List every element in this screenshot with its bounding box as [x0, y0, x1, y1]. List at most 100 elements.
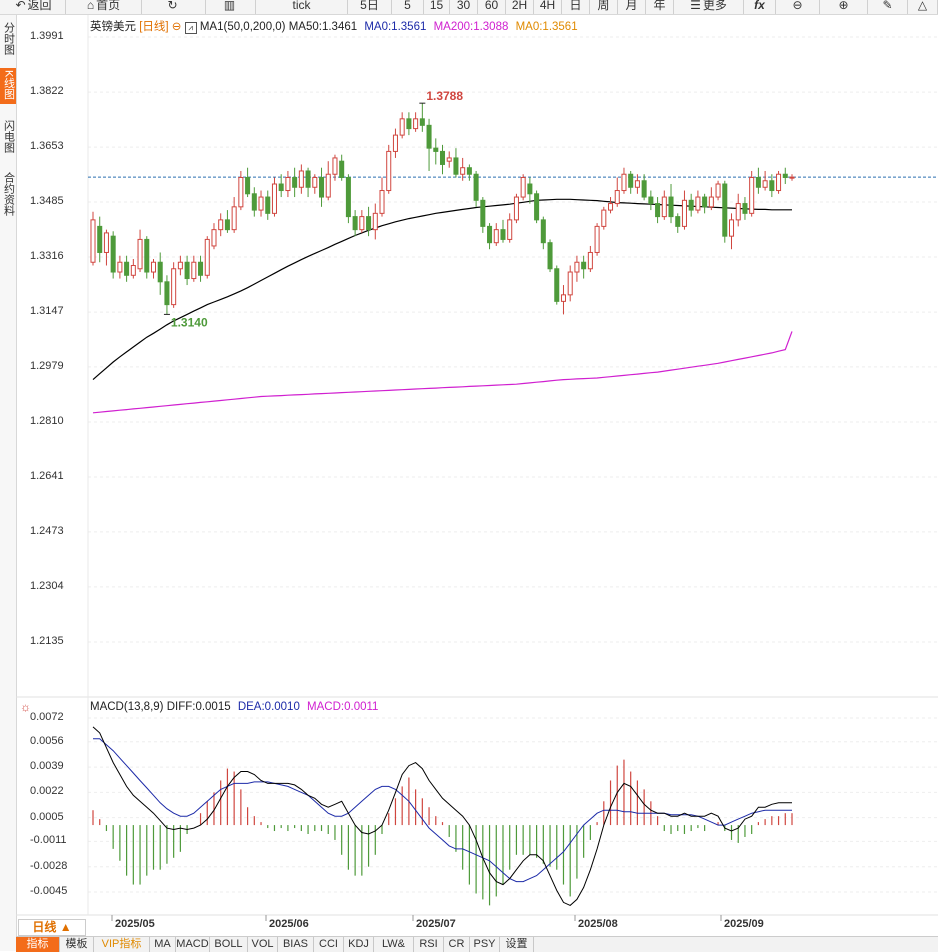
draw-button[interactable]: ✎ — [868, 0, 908, 14]
indicator-tab[interactable]: VIP指标 — [94, 937, 150, 952]
period-tick[interactable]: tick — [256, 0, 348, 14]
indicator-icon[interactable]: ⩘ — [184, 22, 197, 34]
indicator-tab[interactable]: 指标 — [16, 937, 60, 952]
candle-body — [245, 176, 251, 195]
high-label: 1.3788 — [426, 89, 463, 103]
candle — [245, 167, 251, 198]
candle-body — [493, 229, 499, 244]
period-year[interactable]: 年 — [646, 0, 674, 14]
candle — [507, 213, 513, 243]
settings-icon[interactable]: ⊖ — [171, 21, 182, 33]
period-day[interactable]: 日 — [562, 0, 590, 14]
candle-body — [285, 176, 291, 192]
more-button[interactable]: ☰ 更多 — [674, 0, 744, 14]
formula-button[interactable]: fx — [744, 0, 776, 14]
candle — [473, 170, 479, 207]
candle-body — [319, 176, 325, 198]
candle — [278, 174, 284, 198]
candle — [150, 258, 157, 279]
candle — [218, 213, 224, 237]
refresh-button[interactable]: ↻ — [142, 0, 206, 14]
indicator-tab[interactable]: PSY — [470, 937, 500, 952]
candle — [271, 177, 277, 217]
period-2h[interactable]: 2H — [506, 0, 534, 14]
candle — [560, 285, 566, 315]
pencil-icon: ✎ — [882, 0, 893, 12]
indicator-tab[interactable]: BOLL — [210, 937, 248, 952]
sun-settings-icon[interactable]: ☼ — [20, 700, 31, 714]
indicator-tab[interactable]: LW& — [374, 937, 414, 952]
indicator-tab[interactable]: MA — [150, 937, 176, 952]
candle-body — [634, 180, 640, 188]
candle — [540, 216, 546, 250]
candle-body — [413, 118, 419, 130]
candle — [137, 229, 143, 273]
back-button[interactable]: ↶ 返回 — [2, 0, 66, 14]
x-tick-label: 2025/09 — [724, 918, 764, 930]
candle — [144, 236, 150, 279]
candle — [238, 170, 244, 211]
zoom-in-button[interactable]: ⊕ — [820, 0, 868, 14]
candle — [708, 187, 714, 211]
period-4h[interactable]: 4H — [534, 0, 562, 14]
macd-tick-label: 0.0056 — [30, 734, 64, 747]
indicator-tab[interactable]: 模板 — [60, 937, 94, 952]
candle-body — [399, 118, 405, 136]
period-5day[interactable]: 5日 — [348, 0, 392, 14]
candle-body — [164, 281, 170, 306]
period-selector[interactable]: 日线 ▲ — [18, 919, 86, 936]
indicator-tab[interactable]: KDJ — [344, 937, 374, 952]
top-toolbar: ↶ 返回 ⌂ 首页 ↻ ▥ tick 5日 5 15 30 60 2H 4H 日 周… — [0, 0, 938, 15]
indicator-tab[interactable]: RSI — [414, 937, 444, 952]
zoom-in-icon: ⊕ — [838, 0, 849, 12]
tab-kline[interactable]: K线图 — [0, 68, 16, 105]
period-month[interactable]: 月 — [618, 0, 646, 14]
candle — [211, 223, 217, 250]
zoom-out-button[interactable]: ⊖ — [776, 0, 820, 14]
candle-body — [278, 183, 284, 192]
tab-timeshare[interactable]: 分时图 — [0, 20, 16, 60]
candle-body — [265, 196, 271, 214]
home-button[interactable]: ⌂ 首页 — [66, 0, 142, 14]
candle — [493, 223, 499, 246]
candle-body — [144, 238, 150, 273]
period-15min[interactable]: 15 — [424, 0, 450, 14]
ma50-label: MA50:1.3461 — [288, 21, 358, 33]
candle — [581, 255, 587, 279]
candle-body — [325, 173, 331, 198]
candle-body — [392, 134, 398, 152]
candle-body — [238, 176, 244, 208]
candle-body — [446, 157, 452, 162]
candle-body — [769, 180, 775, 192]
tab-contract-info[interactable]: 合约资料 — [0, 170, 16, 221]
period-30min[interactable]: 30 — [450, 0, 478, 14]
candle — [285, 170, 291, 198]
indicator-tab[interactable]: BIAS — [278, 937, 314, 952]
candle-body — [292, 176, 298, 188]
candle — [117, 255, 123, 279]
candle-body — [708, 196, 714, 208]
tab-flash[interactable]: 闪电图 — [0, 118, 16, 158]
period-60min[interactable]: 60 — [478, 0, 506, 14]
indicator-tab[interactable]: VOL — [248, 937, 278, 952]
candle — [608, 197, 614, 214]
period-week[interactable]: 周 — [590, 0, 618, 14]
macd-tick-label: 0.0005 — [30, 810, 64, 823]
chart-type-button[interactable]: ▥ — [206, 0, 256, 14]
indicator-tab[interactable]: 设置 — [500, 937, 534, 952]
candle-body — [567, 271, 573, 296]
refresh-icon: ↻ — [167, 0, 178, 12]
candle — [319, 167, 325, 207]
macd-value: MACD:0.0011 — [307, 701, 379, 713]
candle — [191, 255, 197, 282]
candle-body — [359, 216, 365, 231]
candle — [722, 180, 728, 243]
candle-body — [762, 180, 768, 188]
indicator-tab[interactable]: CR — [444, 937, 470, 952]
indicator-tab[interactable]: MACD — [176, 937, 210, 952]
indicator-tab[interactable]: CCI — [314, 937, 344, 952]
candle — [103, 229, 109, 266]
candle — [675, 213, 681, 233]
period-5min[interactable]: 5 — [392, 0, 424, 14]
